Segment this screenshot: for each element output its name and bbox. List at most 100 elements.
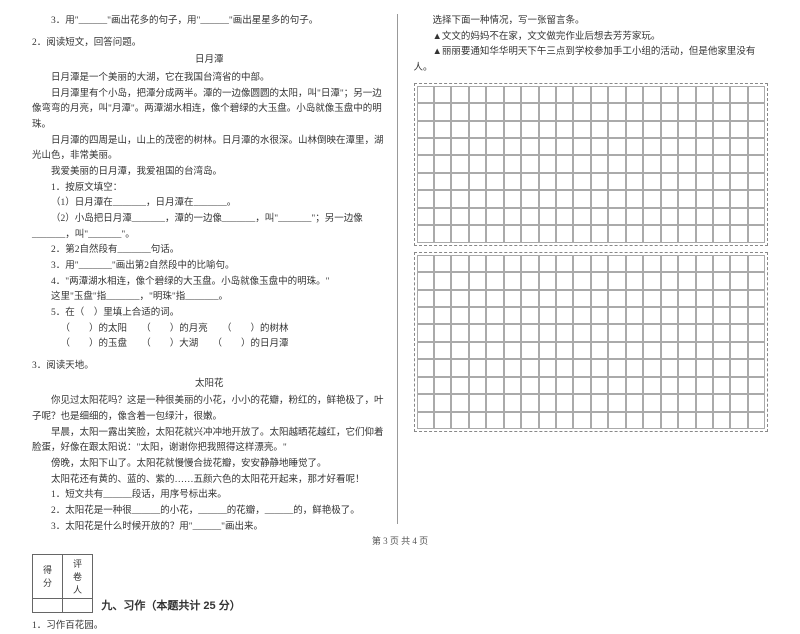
grid-cell bbox=[434, 359, 451, 376]
grid-cell bbox=[469, 377, 486, 394]
grid-cell bbox=[591, 272, 608, 289]
grid-cell bbox=[626, 138, 643, 155]
grid-cell bbox=[469, 173, 486, 190]
grid-cell bbox=[643, 208, 660, 225]
grid-cell bbox=[521, 225, 538, 242]
grid-cell bbox=[661, 173, 678, 190]
grid-cell bbox=[748, 290, 765, 307]
grid-cell bbox=[643, 307, 660, 324]
grid-cell bbox=[608, 394, 625, 411]
grid-cell bbox=[539, 225, 556, 242]
grid-cell bbox=[748, 173, 765, 190]
grid-cell bbox=[591, 173, 608, 190]
grid-cell bbox=[539, 208, 556, 225]
grid-cell bbox=[469, 272, 486, 289]
grid-cell bbox=[521, 190, 538, 207]
q4: 4．"两潭湖水相连，像个碧绿的大玉盘。小岛就像玉盘中的明珠。" bbox=[32, 275, 387, 291]
grid-cell bbox=[626, 103, 643, 120]
grid-cell bbox=[434, 86, 451, 103]
grid-cell bbox=[748, 324, 765, 341]
grid-cell bbox=[608, 155, 625, 172]
grid-cell bbox=[521, 255, 538, 272]
grid-cell bbox=[748, 272, 765, 289]
grid-cell bbox=[678, 307, 695, 324]
q5: 5．在（ ）里填上合适的词。 bbox=[32, 306, 387, 322]
grid-cell bbox=[539, 359, 556, 376]
grid-cell bbox=[713, 342, 730, 359]
grid-cell bbox=[643, 377, 660, 394]
q5a: （ ）的太阳 （ ）的月亮 （ ）的树林 bbox=[32, 322, 387, 338]
grader-cell bbox=[63, 598, 93, 612]
grid-cell bbox=[730, 103, 747, 120]
grid-cell bbox=[643, 155, 660, 172]
score-row: 得分评卷人 九、习作（本题共计 25 分） bbox=[32, 536, 387, 613]
grid-cell bbox=[643, 342, 660, 359]
grid-cell bbox=[469, 103, 486, 120]
grid-cell bbox=[730, 324, 747, 341]
grid-cell bbox=[643, 255, 660, 272]
grid-cell bbox=[573, 412, 590, 429]
grid-cell bbox=[486, 412, 503, 429]
grid-cell bbox=[661, 86, 678, 103]
grid-cell bbox=[626, 155, 643, 172]
grid-cell bbox=[556, 225, 573, 242]
grid-cell bbox=[486, 377, 503, 394]
grid-cell bbox=[556, 155, 573, 172]
grid-cell bbox=[556, 359, 573, 376]
grid-cell bbox=[504, 359, 521, 376]
grid-cell bbox=[678, 324, 695, 341]
grid-cell bbox=[626, 307, 643, 324]
grid-cell bbox=[608, 307, 625, 324]
grid-cell bbox=[469, 138, 486, 155]
grid-cell bbox=[539, 377, 556, 394]
grid-cell bbox=[626, 255, 643, 272]
passage-taiyanghua: 你见过太阳花吗？这是一种很美丽的小花，小小的花瓣，粉红的，鲜艳极了，叶子呢？也是… bbox=[32, 394, 387, 488]
grid-cell bbox=[678, 86, 695, 103]
grid-cell bbox=[521, 208, 538, 225]
grid-cell bbox=[521, 155, 538, 172]
grid-cell bbox=[608, 208, 625, 225]
grid-cell bbox=[661, 342, 678, 359]
grid-cell bbox=[661, 190, 678, 207]
grid-cell bbox=[469, 342, 486, 359]
title-riyuetan: 日月潭 bbox=[32, 53, 387, 69]
grid-cell bbox=[417, 307, 434, 324]
left-column: 3．用"______"画出花多的句子，用"______"画出星星多的句子。 2．… bbox=[32, 14, 398, 524]
grid-cell bbox=[556, 324, 573, 341]
grid-cell bbox=[486, 190, 503, 207]
grid-cell bbox=[539, 342, 556, 359]
grid-cell bbox=[591, 359, 608, 376]
grid-cell bbox=[469, 412, 486, 429]
grid-cell bbox=[573, 173, 590, 190]
grid-cell bbox=[730, 138, 747, 155]
q5b: （ ）的玉盘 （ ）大湖 （ ）的日月潭 bbox=[32, 337, 387, 353]
grid-cell bbox=[730, 394, 747, 411]
grid-cell bbox=[451, 155, 468, 172]
grid-cell bbox=[730, 190, 747, 207]
grid-cell bbox=[556, 394, 573, 411]
grid-cell bbox=[539, 307, 556, 324]
grid-cell bbox=[713, 324, 730, 341]
grid-cell bbox=[573, 103, 590, 120]
grid-cell bbox=[643, 173, 660, 190]
para: 傍晚，太阳下山了。太阳花就慢慢合拢花瓣，安安静静地睡觉了。 bbox=[32, 457, 387, 473]
grid-cell bbox=[434, 307, 451, 324]
grid-cell bbox=[504, 103, 521, 120]
grid-cell bbox=[661, 394, 678, 411]
grid-cell bbox=[643, 86, 660, 103]
grid-cell bbox=[573, 225, 590, 242]
grid-cell bbox=[661, 103, 678, 120]
grid-cell bbox=[539, 394, 556, 411]
grid-cell bbox=[469, 86, 486, 103]
grid-cell bbox=[678, 359, 695, 376]
grid-cell bbox=[417, 272, 434, 289]
grid-cell bbox=[748, 190, 765, 207]
grid-cell bbox=[748, 103, 765, 120]
grid-cell bbox=[730, 208, 747, 225]
grid-cell bbox=[661, 377, 678, 394]
right-column: 选择下面一种情况，写一张留言条。 ▲文文的妈妈不在家，文文做完作业后想去芳芳家玩… bbox=[410, 14, 769, 524]
grid-cell bbox=[678, 255, 695, 272]
grid-cell bbox=[748, 121, 765, 138]
grid-cell bbox=[713, 394, 730, 411]
grid-cell bbox=[417, 342, 434, 359]
